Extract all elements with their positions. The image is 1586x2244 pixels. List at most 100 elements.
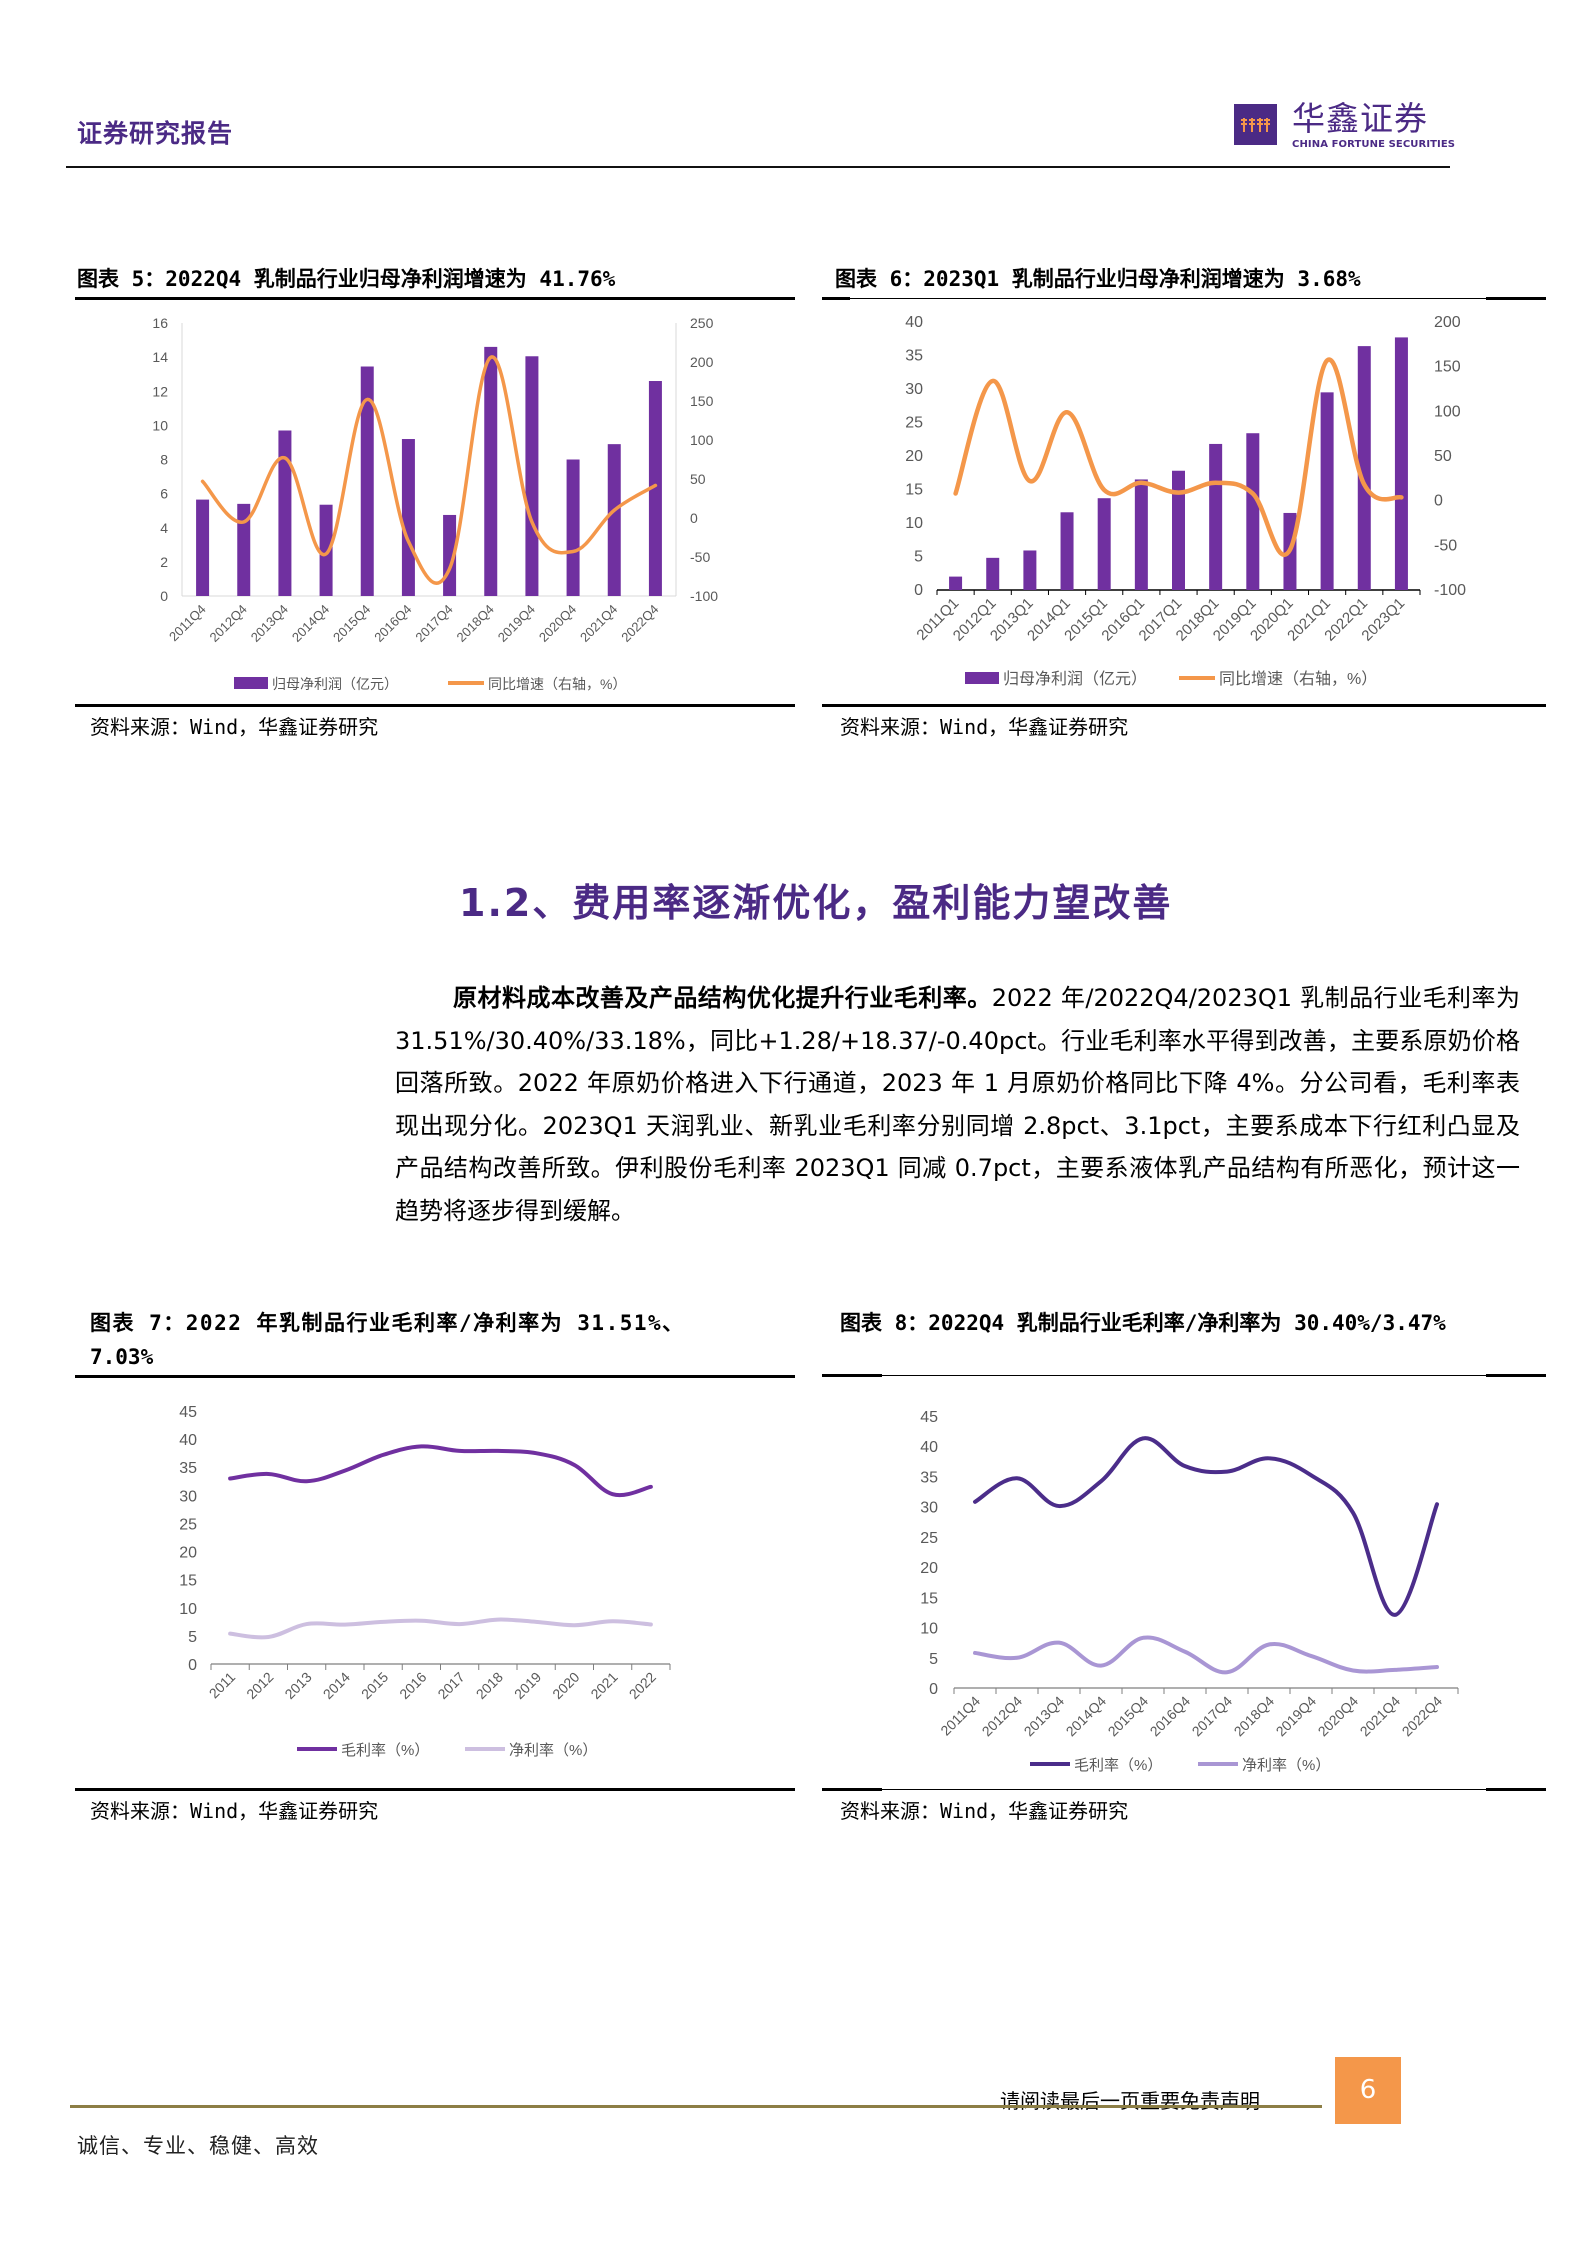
figure-7-title-line2: 7.03% [90, 1345, 154, 1369]
svg-text:14: 14 [152, 349, 168, 365]
svg-text:4: 4 [160, 520, 168, 536]
figure-8-top-rule-right [1486, 1374, 1546, 1377]
svg-text:10: 10 [905, 515, 923, 532]
svg-text:5: 5 [188, 1629, 197, 1646]
figure-7-source: 资料来源：Wind，华鑫证券研究 [90, 1799, 379, 1823]
svg-text:2015Q4: 2015Q4 [330, 602, 373, 645]
svg-text:0: 0 [1434, 493, 1443, 510]
svg-text:2022Q4: 2022Q4 [1399, 1693, 1446, 1740]
svg-text:5: 5 [914, 549, 923, 566]
svg-text:2013: 2013 [281, 1669, 314, 1702]
chart-legend: 毛利率（%） 净利率（%） [297, 1742, 597, 1759]
figure-5-title: 图表 5：2022Q4 乳制品行业归母净利润增速为 41.76% [77, 267, 616, 291]
logo-glyph-icon [1241, 118, 1270, 132]
svg-text:10: 10 [152, 417, 168, 433]
figure-6-top-rule-right [1486, 297, 1546, 300]
footer-divider [70, 2105, 1322, 2108]
report-type-label: 证券研究报告 [77, 119, 234, 148]
svg-text:150: 150 [1434, 359, 1461, 376]
svg-text:20: 20 [920, 1560, 938, 1577]
svg-text:20: 20 [905, 448, 923, 465]
svg-text:2013Q4: 2013Q4 [248, 602, 291, 645]
svg-text:10: 10 [920, 1621, 938, 1638]
svg-text:2016Q4: 2016Q4 [371, 602, 414, 645]
svg-text:2021Q4: 2021Q4 [1357, 1693, 1404, 1740]
figure-6-title: 图表 6：2023Q1 乳制品行业归母净利润增速为 3.68% [835, 267, 1361, 291]
svg-text:50: 50 [1434, 448, 1452, 465]
svg-text:100: 100 [1434, 403, 1461, 420]
svg-text:20: 20 [179, 1545, 197, 1562]
svg-text:2015: 2015 [358, 1669, 391, 1702]
section-heading: 1.2、费用率逐渐优化，盈利能力望改善 [459, 881, 1173, 925]
chart-legend: 归母净利润（亿元） 同比增速（右轴，%） [234, 676, 626, 692]
svg-text:25: 25 [905, 415, 923, 432]
svg-text:35: 35 [920, 1469, 938, 1486]
svg-text:2019Q4: 2019Q4 [495, 602, 538, 645]
svg-text:2017Q4: 2017Q4 [412, 602, 455, 645]
svg-text:25: 25 [920, 1530, 938, 1547]
svg-text:30: 30 [905, 381, 923, 398]
paragraph-lead: 原材料成本改善及产品结构优化提升行业毛利率。 [453, 984, 992, 1012]
svg-text:同比增速（右轴，%）: 同比增速（右轴，%） [1219, 670, 1377, 688]
svg-text:6: 6 [160, 486, 168, 502]
svg-text:50: 50 [690, 471, 706, 487]
svg-text:-50: -50 [690, 549, 710, 565]
svg-text:-100: -100 [690, 588, 718, 604]
svg-text:2014Q4: 2014Q4 [289, 602, 332, 645]
chart-legend: 归母净利润（亿元） 同比增速（右轴，%） [965, 670, 1377, 688]
svg-text:2014Q4: 2014Q4 [1063, 1693, 1110, 1740]
svg-text:2020Q4: 2020Q4 [536, 602, 579, 645]
svg-text:2021Q4: 2021Q4 [577, 602, 620, 645]
svg-text:2016Q4: 2016Q4 [1147, 1693, 1194, 1740]
svg-text:15: 15 [179, 1573, 197, 1590]
company-name-en: CHINA FORTUNE SECURITIES [1292, 139, 1456, 150]
chart-legend: 毛利率（%） 净利率（%） [1030, 1757, 1330, 1774]
svg-text:15: 15 [905, 482, 923, 499]
svg-text:250: 250 [690, 315, 714, 331]
svg-text:12: 12 [152, 383, 168, 399]
svg-text:毛利率（%）: 毛利率（%） [1074, 1757, 1162, 1774]
svg-text:净利率（%）: 净利率（%） [509, 1742, 597, 1759]
figure-8-bottom-rule [822, 1789, 1546, 1790]
paragraph-body: 2022 年/2022Q4/2023Q1 乳制品行业毛利率为 31.51%/30… [395, 984, 1521, 1225]
svg-text:2018Q4: 2018Q4 [454, 602, 497, 645]
svg-text:净利率（%）: 净利率（%） [1242, 1757, 1330, 1774]
figure-8-title: 图表 8：2022Q4 乳制品行业毛利率/净利率为 30.40%/3.47% [840, 1311, 1446, 1335]
figure-8-source: 资料来源：Wind，华鑫证券研究 [840, 1799, 1129, 1823]
svg-text:2019Q4: 2019Q4 [1273, 1693, 1320, 1740]
figure-8-top-rule [822, 1375, 1546, 1376]
svg-text:0: 0 [160, 588, 168, 604]
svg-text:归母净利润（亿元）: 归母净利润（亿元） [1003, 670, 1147, 688]
svg-text:200: 200 [690, 354, 714, 370]
figure-8-bottom-rule-right [1486, 1788, 1546, 1791]
svg-text:100: 100 [690, 432, 714, 448]
svg-text:-100: -100 [1434, 582, 1466, 599]
svg-text:0: 0 [929, 1681, 938, 1698]
svg-text:2021: 2021 [587, 1669, 620, 1702]
company-name-cn: 华鑫证券 [1292, 99, 1428, 138]
svg-text:0: 0 [188, 1657, 197, 1674]
svg-text:40: 40 [920, 1439, 938, 1456]
figure-8-chart: 0 5 10 15 20 25 30 35 40 45 2011Q42012Q42013Q42014… [920, 1409, 1459, 1774]
disclaimer-note: 请阅读最后一页重要免责声明 [1000, 2089, 1260, 2113]
svg-text:2018Q4: 2018Q4 [1231, 1693, 1278, 1740]
figure-5-source: 资料来源：Wind，华鑫证券研究 [90, 715, 379, 739]
svg-text:2012Q4: 2012Q4 [207, 602, 250, 645]
svg-text:2012Q4: 2012Q4 [979, 1693, 1026, 1740]
svg-text:2015Q4: 2015Q4 [1105, 1693, 1152, 1740]
svg-text:2011Q4: 2011Q4 [166, 602, 209, 645]
figure-6-source: 资料来源：Wind，华鑫证券研究 [840, 715, 1129, 739]
svg-text:30: 30 [179, 1488, 197, 1505]
svg-text:2: 2 [160, 554, 168, 570]
svg-text:同比增速（右轴，%）: 同比增速（右轴，%） [488, 676, 626, 692]
svg-text:45: 45 [920, 1409, 938, 1426]
svg-text:5: 5 [929, 1651, 938, 1668]
svg-text:-50: -50 [1434, 537, 1457, 554]
figure-7-title-line1: 图表 7：2022 年乳制品行业毛利率/净利率为 31.51%、 [90, 1311, 685, 1335]
svg-text:8: 8 [160, 452, 168, 468]
svg-text:毛利率（%）: 毛利率（%） [341, 1742, 429, 1759]
svg-text:10: 10 [179, 1601, 197, 1618]
figure-6-chart: 0510152025303540-100-500501001502002011Q… [905, 314, 1466, 688]
svg-text:2013Q4: 2013Q4 [1021, 1693, 1068, 1740]
figure-7-top-rule [75, 1375, 795, 1378]
